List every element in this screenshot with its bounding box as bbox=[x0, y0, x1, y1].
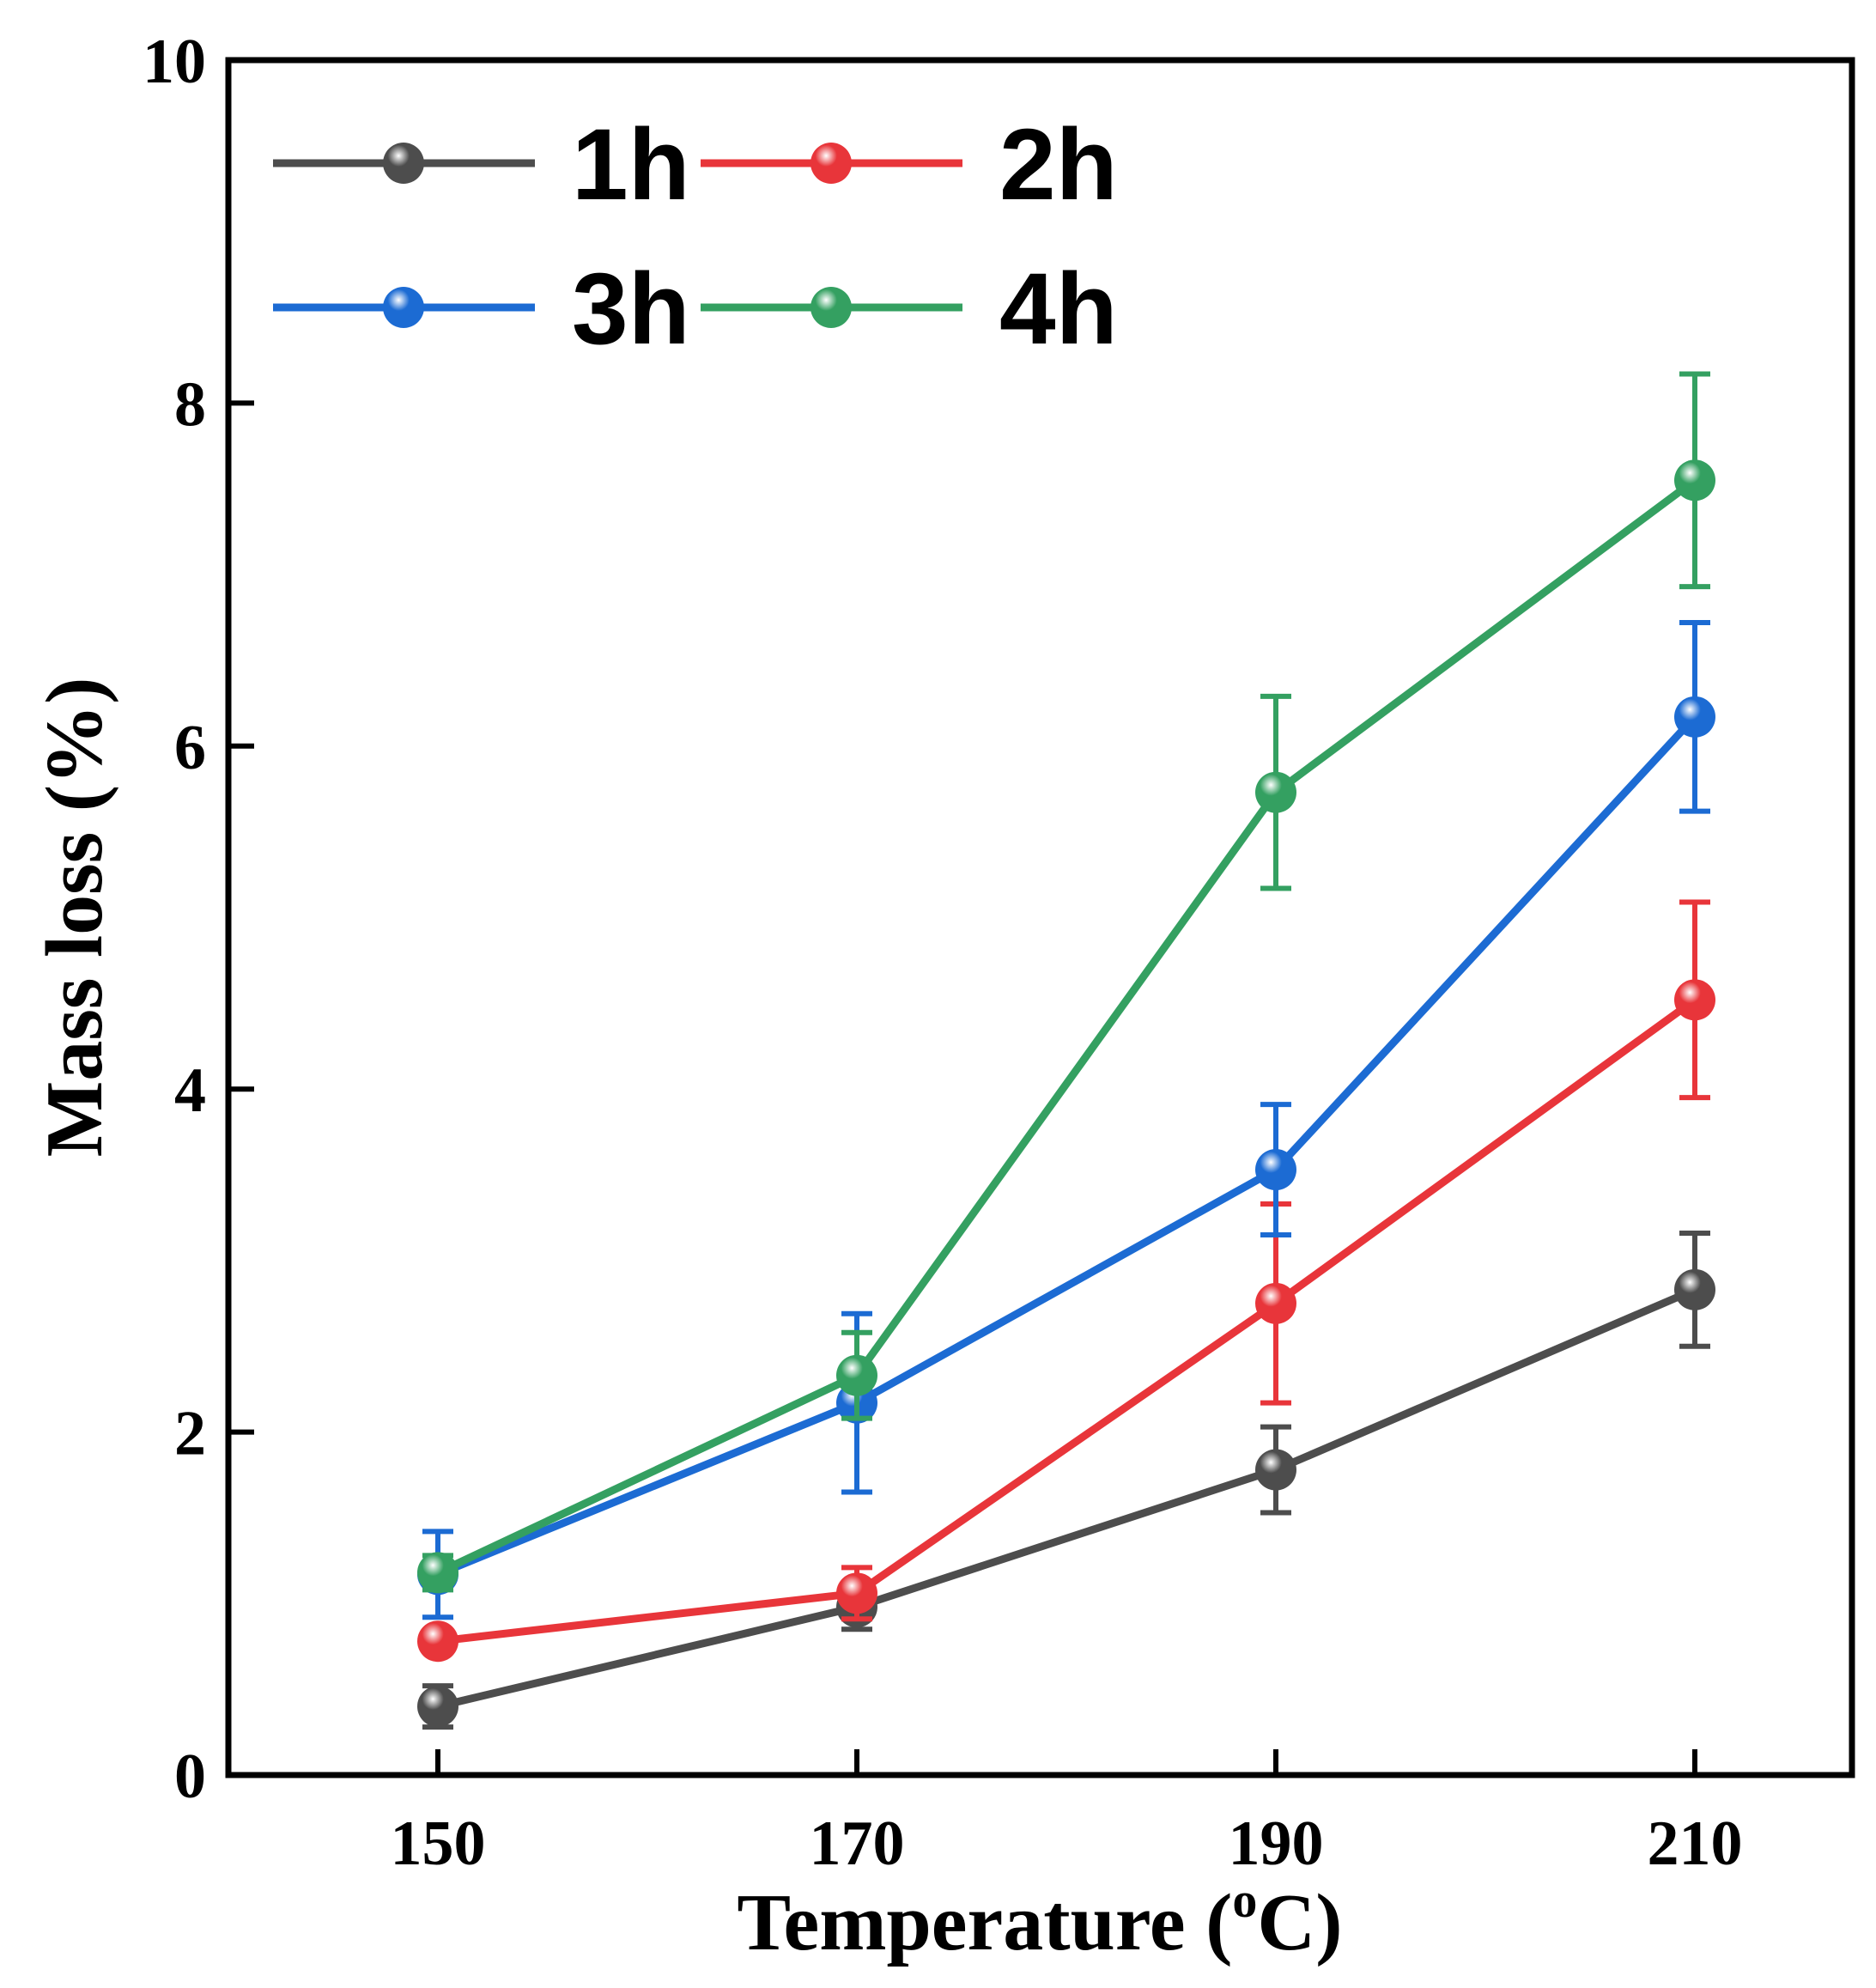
data-point-2h bbox=[1255, 1282, 1296, 1324]
series-line-1h bbox=[436, 1286, 1697, 1711]
axes: 0 2 4 6 8 10 150 170 190 210 bbox=[143, 27, 1743, 1879]
series-line-2h bbox=[437, 996, 1697, 1645]
legend-marker bbox=[383, 287, 424, 328]
x-tick-label: 190 bbox=[1229, 1809, 1324, 1879]
legend-label: 2h bbox=[999, 108, 1118, 222]
legend: 1h 2h 3h 4h bbox=[273, 108, 1118, 366]
data-point-4h bbox=[417, 1552, 458, 1594]
legend-item-4h: 4h bbox=[701, 252, 1118, 366]
y-tick-label: 6 bbox=[174, 713, 206, 783]
y-axis-title: Mass loss (%) bbox=[30, 678, 119, 1158]
y-tick-label: 0 bbox=[174, 1742, 206, 1812]
series-4h bbox=[417, 371, 1715, 1594]
data-point-1h bbox=[417, 1686, 458, 1728]
legend-label: 1h bbox=[572, 108, 690, 222]
series-1h bbox=[417, 1230, 1715, 1730]
legend-marker bbox=[811, 287, 852, 328]
data-point-1h bbox=[1255, 1449, 1296, 1491]
x-axis-title-sup: o bbox=[1232, 1872, 1257, 1928]
x-axis-title: Temperature (oC) bbox=[737, 1872, 1342, 1967]
x-axis-title-main: Temperature ( bbox=[737, 1878, 1232, 1967]
y-tick-label: 10 bbox=[143, 27, 206, 97]
legend-label: 4h bbox=[999, 252, 1118, 366]
data-point-3h bbox=[1255, 1149, 1296, 1191]
data-point-4h bbox=[1255, 771, 1296, 813]
data-point-2h bbox=[836, 1572, 877, 1614]
legend-item-3h: 3h bbox=[273, 252, 690, 366]
legend-item-1h: 1h bbox=[273, 108, 690, 222]
series-line-4h bbox=[436, 477, 1697, 1577]
data-point-2h bbox=[1674, 979, 1715, 1021]
series-line-3h bbox=[436, 714, 1698, 1578]
legend-label: 3h bbox=[572, 252, 690, 366]
y-tick-label: 2 bbox=[174, 1399, 206, 1469]
x-axis-title-suffix: C) bbox=[1257, 1878, 1342, 1967]
x-tick-label: 150 bbox=[391, 1809, 486, 1879]
data-point-2h bbox=[417, 1620, 458, 1663]
x-tick-label: 170 bbox=[810, 1809, 905, 1879]
plot-frame bbox=[225, 57, 1855, 1778]
x-tick-label: 210 bbox=[1648, 1809, 1743, 1879]
data-point-3h bbox=[1674, 696, 1715, 738]
legend-item-2h: 2h bbox=[701, 108, 1118, 222]
data-point-4h bbox=[1674, 459, 1715, 502]
series-3h bbox=[417, 620, 1715, 1620]
plot-area bbox=[417, 371, 1715, 1730]
legend-marker bbox=[811, 143, 852, 184]
legend-marker bbox=[383, 143, 424, 184]
data-point-4h bbox=[836, 1354, 877, 1396]
data-point-1h bbox=[1674, 1268, 1715, 1310]
y-tick-label: 8 bbox=[174, 369, 206, 440]
y-tick-label: 4 bbox=[174, 1055, 206, 1126]
